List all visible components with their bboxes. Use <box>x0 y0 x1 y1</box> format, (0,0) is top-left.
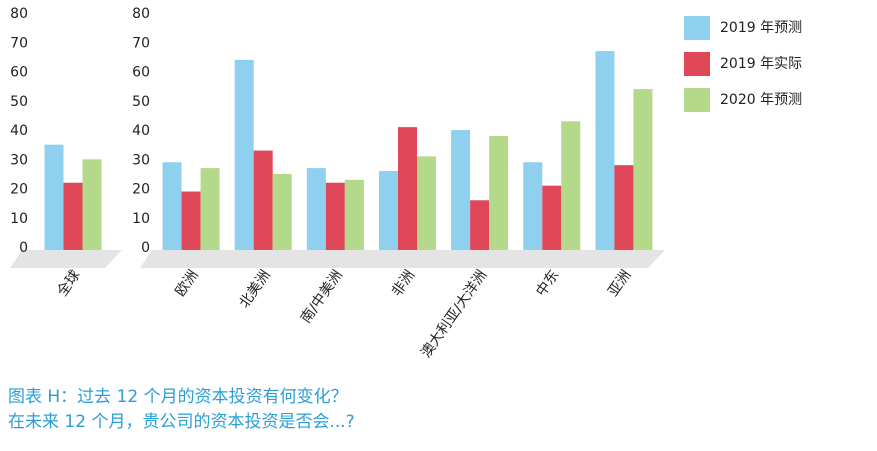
bar <box>417 156 436 250</box>
x-tick-label: 南/中美洲 <box>298 267 346 326</box>
x-tick-label: 欧洲 <box>172 267 201 299</box>
bar <box>200 168 220 250</box>
y-tick-label: 20 <box>10 182 28 198</box>
bar <box>44 144 64 250</box>
x-tick-label: 澳大利亚/大洋洲 <box>418 267 490 360</box>
x-tick-label: 全球 <box>54 267 84 300</box>
x-tick-label: 中东 <box>533 267 562 299</box>
bar <box>451 130 471 250</box>
bar <box>162 162 182 250</box>
y-tick-label: 60 <box>132 65 150 81</box>
y-tick-label: 30 <box>132 152 150 168</box>
y-tick-label: 50 <box>10 94 28 110</box>
y-tick-label: 80 <box>132 6 150 22</box>
bar <box>344 179 364 250</box>
caption: 图表 H：过去 12 个月的资本投资有何变化？ <box>8 387 348 407</box>
y-tick-label: 70 <box>132 35 150 51</box>
bar <box>82 159 102 250</box>
bar <box>253 150 273 250</box>
y-tick-label: 30 <box>10 152 28 168</box>
floor <box>10 250 122 268</box>
bar <box>181 191 201 250</box>
legend-swatch <box>684 16 710 40</box>
y-tick-label: 10 <box>132 211 150 227</box>
bar <box>542 185 562 250</box>
bar <box>523 162 543 250</box>
y-tick-label: 40 <box>10 123 28 139</box>
bar <box>561 121 581 250</box>
legend-label: 2019 年预测 <box>720 20 802 36</box>
bar <box>234 59 254 250</box>
y-tick-label: 40 <box>132 123 150 139</box>
bar <box>379 171 398 250</box>
bar <box>272 173 292 250</box>
legend-swatch <box>684 88 710 112</box>
bar <box>470 200 490 250</box>
legend-label: 2020 年预测 <box>720 92 802 108</box>
bar <box>614 165 634 250</box>
legend-label: 2019 年实际 <box>720 56 802 72</box>
bar <box>633 89 653 250</box>
x-tick-label: 北美洲 <box>237 267 274 311</box>
y-tick-label: 70 <box>10 35 28 51</box>
y-tick-label: 60 <box>10 65 28 81</box>
y-tick-label: 20 <box>132 182 150 198</box>
bar <box>489 135 509 250</box>
bar <box>325 182 345 250</box>
x-tick-label: 非洲 <box>389 267 418 299</box>
bar <box>595 51 615 250</box>
y-tick-label: 50 <box>132 94 150 110</box>
caption: 在未来 12 个月，贵公司的资本投资是否会...? <box>8 412 355 432</box>
floor <box>140 250 665 268</box>
bar <box>63 182 83 250</box>
y-tick-label: 10 <box>10 211 28 227</box>
bar <box>398 127 417 250</box>
x-tick-label: 亚洲 <box>605 267 634 299</box>
y-tick-label: 0 <box>19 240 28 256</box>
bar <box>306 168 326 250</box>
y-tick-label: 0 <box>141 240 150 256</box>
y-tick-label: 80 <box>10 6 28 22</box>
legend-swatch <box>684 52 710 76</box>
